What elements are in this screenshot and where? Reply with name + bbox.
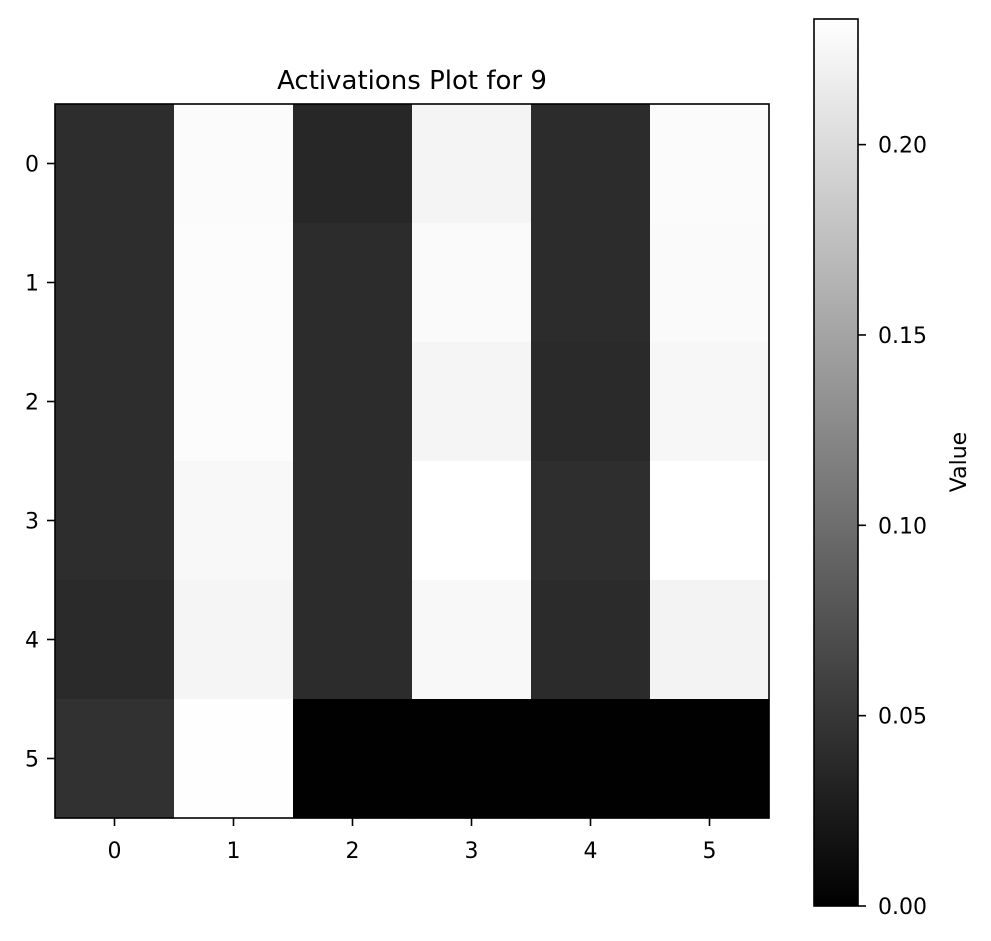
heatmap-cell-r3-c5	[650, 461, 770, 581]
heatmap-cell-r5-c0	[55, 699, 175, 819]
colorbar-tick-label: 0.00	[878, 895, 927, 920]
heatmap-cell-r3-c0	[55, 461, 175, 581]
y-tick-label: 1	[25, 272, 39, 297]
y-tick-label: 2	[25, 391, 39, 416]
x-tick-label: 2	[346, 839, 360, 864]
x-tick-label: 5	[703, 839, 717, 864]
heatmap-cell-r4-c3	[412, 580, 532, 700]
colorbar-label: Value	[947, 432, 972, 492]
heatmap-cell-r1-c0	[55, 223, 175, 343]
colorbar-ticks: 0.00 0.05 0.10 0.15 0.20	[858, 134, 927, 920]
colorbar-tick-label: 0.05	[878, 705, 927, 730]
colorbar-tick-label: 0.10	[878, 514, 927, 539]
heatmap-cell-r2-c5	[650, 342, 770, 462]
x-tick-label: 1	[227, 839, 241, 864]
heatmap-cell-r0-c3	[412, 104, 532, 224]
colorbar-tick-label: 0.15	[878, 324, 927, 349]
heatmap-cell-r0-c5	[650, 104, 770, 224]
x-tick-label: 3	[465, 839, 479, 864]
heatmap-cell-r4-c1	[174, 580, 294, 700]
heatmap-cell-r1-c3	[412, 223, 532, 343]
colorbar-tick-label: 0.20	[878, 134, 927, 159]
heatmap-cell-r4-c2	[293, 580, 413, 700]
heatmap-cell-r0-c0	[55, 104, 175, 224]
heatmap-cell-r4-c4	[531, 580, 651, 700]
y-tick-label: 3	[25, 510, 39, 535]
y-tick-label: 5	[25, 748, 39, 773]
heatmap-cell-r4-c0	[55, 580, 175, 700]
heatmap-cell-r2-c4	[531, 342, 651, 462]
y-axis: 0 1 2 3 4 5	[25, 153, 55, 773]
heatmap-cell-r5-c4	[531, 699, 651, 819]
heatmap-cell-r3-c1	[174, 461, 294, 581]
heatmap-cell-r0-c1	[174, 104, 294, 224]
heatmap-cell-r5-c5	[650, 699, 770, 819]
heatmap-cell-r1-c5	[650, 223, 770, 343]
y-tick-label: 0	[25, 153, 39, 178]
x-tick-label: 4	[584, 839, 598, 864]
x-tick-label: 0	[108, 839, 122, 864]
heatmap-cell-r5-c1	[174, 699, 294, 819]
heatmap-cell-r5-c3	[412, 699, 532, 819]
heatmap-cell-r2-c3	[412, 342, 532, 462]
heatmap-cell-r3-c2	[293, 461, 413, 581]
colorbar-gradient	[813, 18, 859, 907]
plot-frame	[54, 103, 770, 819]
heatmap-cell-r1-c2	[293, 223, 413, 343]
heatmap-cell-r2-c1	[174, 342, 294, 462]
heatmap-cell-r5-c2	[293, 699, 413, 819]
heatmap-cell-r2-c2	[293, 342, 413, 462]
chart-title: Activations Plot for 9	[277, 66, 547, 96]
heatmap-cell-r4-c5	[650, 580, 770, 700]
heatmap-cell-r0-c2	[293, 104, 413, 224]
heatmap-cell-r1-c1	[174, 223, 294, 343]
heatmap-cell-r1-c4	[531, 223, 651, 343]
y-tick-label: 4	[25, 629, 39, 654]
x-axis: 0 1 2 3 4 5	[108, 818, 717, 864]
heatmap-cell-r0-c4	[531, 104, 651, 224]
heatmap-cell-r3-c3	[412, 461, 532, 581]
heatmap-cell-r2-c0	[55, 342, 175, 462]
heatmap-cells	[55, 104, 770, 819]
heatmap-cell-r3-c4	[531, 461, 651, 581]
